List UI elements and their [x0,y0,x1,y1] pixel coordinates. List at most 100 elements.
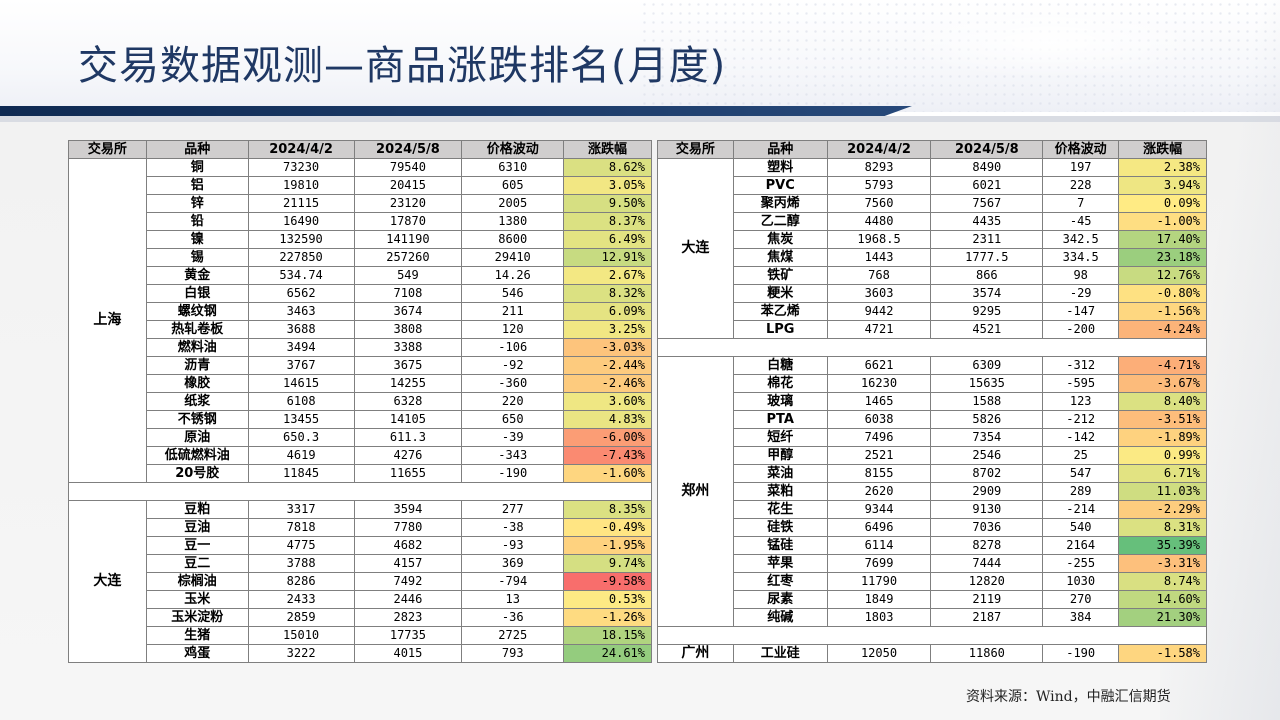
price-change-cell: 277 [461,500,565,519]
right-ranking-table: 交易所 品种 2024/4/2 2024/5/8 价格波动 涨跌幅 大连 塑料 82… [657,140,1207,663]
pct-change-cell: -3.31% [1118,554,1207,573]
variety-cell: 红枣 [732,572,828,591]
price-change-cell: -147 [1042,302,1120,321]
pct-change-cell: -7.43% [563,446,652,465]
price-start-cell: 5793 [826,176,932,195]
table-row: 豆一 4775 4682 -93 -1.95% [69,536,652,555]
price-end-cell: 8278 [930,536,1044,555]
pct-change-cell: -2.29% [1118,500,1207,519]
exchange-cell: 大连 [68,500,147,663]
price-end-cell: 3674 [353,302,463,321]
variety-cell: 燃料油 [145,338,249,357]
price-start-cell: 15010 [247,626,355,645]
price-change-cell: 1030 [1042,572,1120,591]
pct-change-cell: 24.61% [563,644,652,663]
price-end-cell: 1777.5 [930,248,1044,267]
table-row: 红枣 11790 12820 1030 8.74% [658,572,1207,591]
pct-change-cell: 8.74% [1118,572,1207,591]
variety-cell: 玻璃 [732,392,828,411]
price-end-cell: 7036 [930,518,1044,537]
pct-change-cell: 0.99% [1118,446,1207,465]
pct-change-cell: -0.80% [1118,284,1207,303]
variety-cell: LPG [732,320,828,339]
price-change-cell: 98 [1042,266,1120,285]
price-start-cell: 768 [826,266,932,285]
price-end-cell: 2823 [353,608,463,627]
col-header-date-end: 2024/5/8 [930,140,1044,159]
table-row: 广州 工业硅 12050 11860 -190 -1.58% [657,644,1207,663]
pct-change-cell: 17.40% [1118,230,1207,249]
price-start-cell: 2433 [247,590,355,609]
pct-change-cell: 8.40% [1118,392,1207,411]
price-start-cell: 3494 [247,338,355,357]
table-row: 聚丙烯 7560 7567 7 0.09% [658,194,1207,213]
pct-change-cell: 8.32% [563,284,652,303]
price-end-cell: 23120 [353,194,463,213]
pct-change-cell: -4.71% [1118,356,1207,375]
variety-cell: 短纤 [732,428,828,447]
table-row: 棉花 16230 15635 -595 -3.67% [658,374,1207,393]
group-separator-cell [657,626,1207,645]
price-end-cell: 5826 [930,410,1044,429]
pct-change-cell: -1.58% [1118,644,1207,663]
price-end-cell: 15635 [930,374,1044,393]
table-row: 原油 650.3 611.3 -39 -6.00% [69,428,652,447]
price-start-cell: 4775 [247,536,355,555]
variety-cell: 铝 [145,176,249,195]
price-end-cell: 79540 [353,158,463,177]
price-start-cell: 16230 [826,374,932,393]
pct-change-cell: 18.15% [563,626,652,645]
pct-change-cell: -1.89% [1118,428,1207,447]
price-end-cell: 20415 [353,176,463,195]
price-end-cell: 2909 [930,482,1044,501]
variety-cell: 锌 [145,194,249,213]
price-change-cell: 605 [461,176,565,195]
variety-cell: 豆二 [145,554,249,573]
page-title: 交易数据观测—商品涨跌排名(月度) [78,43,727,89]
table-row: 短纤 7496 7354 -142 -1.89% [658,428,1207,447]
price-end-cell: 8702 [930,464,1044,483]
variety-cell: 原油 [145,428,249,447]
price-end-cell: 3808 [353,320,463,339]
table-row: 上海铜 73230 79540 6310 8.62% [68,158,652,483]
price-end-cell: 4157 [353,554,463,573]
group-separator-row [657,626,1207,645]
price-start-cell: 11845 [247,464,355,483]
col-header-pct-change: 涨跌幅 [563,140,652,159]
pct-change-cell: -3.67% [1118,374,1207,393]
table-row: 螺纹钢 3463 3674 211 6.09% [69,302,652,321]
price-change-cell: -38 [461,518,565,537]
table-row: 棕榈油 8286 7492 -794 -9.58% [69,572,652,591]
variety-cell: 甲醇 [732,446,828,465]
variety-cell: 橡胶 [145,374,249,393]
table-row: 焦煤 1443 1777.5 334.5 23.18% [658,248,1207,267]
variety-cell: 焦炭 [732,230,828,249]
col-header-exchange: 交易所 [657,140,734,159]
title-underline-band [0,106,912,116]
table-row: 纸浆 6108 6328 220 3.60% [69,392,652,411]
price-change-cell: -39 [461,428,565,447]
pct-change-cell: 2.67% [563,266,652,285]
pct-change-cell: 12.91% [563,248,652,267]
price-start-cell: 6108 [247,392,355,411]
price-end-cell: 4521 [930,320,1044,339]
table-row: 甲醇 2521 2546 25 0.99% [658,446,1207,465]
variety-cell: 尿素 [732,590,828,609]
variety-cell: 铁矿 [732,266,828,285]
table-row: LPG 4721 4521 -200 -4.24% [658,320,1207,339]
variety-cell: 纯碱 [732,608,828,627]
price-end-cell: 17735 [353,626,463,645]
price-start-cell: 9442 [826,302,932,321]
col-header-date-start: 2024/4/2 [247,140,355,159]
price-change-cell: 2725 [461,626,565,645]
table-row: PVC 5793 6021 228 3.94% [658,176,1207,195]
price-end-cell: 7108 [353,284,463,303]
price-start-cell: 21115 [247,194,355,213]
variety-cell: 不锈钢 [145,410,249,429]
table-row: 20号胶 11845 11655 -190 -1.60% [69,464,652,483]
exchange-cell: 广州 [657,644,734,663]
price-end-cell: 9295 [930,302,1044,321]
price-change-cell: -214 [1042,500,1120,519]
price-change-cell: -595 [1042,374,1120,393]
price-change-cell: -45 [1042,212,1120,231]
